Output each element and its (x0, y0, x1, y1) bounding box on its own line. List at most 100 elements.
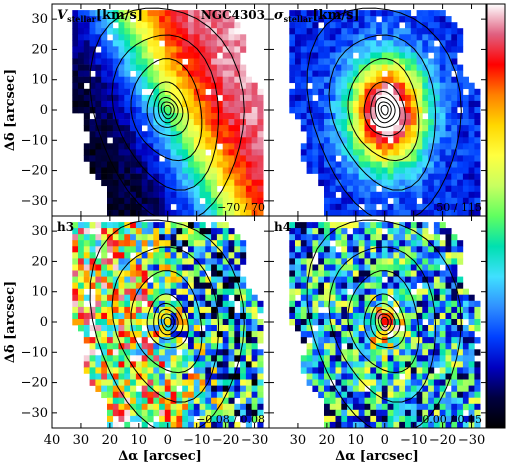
map-cell (112, 143, 119, 150)
map-cell (101, 119, 108, 126)
map-cell (170, 264, 177, 271)
map-cell (257, 367, 264, 374)
map-cell (95, 306, 102, 314)
map-cell (240, 137, 247, 144)
map-cell (130, 355, 137, 362)
map-cell (118, 270, 125, 277)
map-cell (147, 343, 154, 350)
map-cell (399, 16, 406, 23)
map-cell (387, 288, 394, 296)
map-cell (199, 228, 206, 235)
map-cell (199, 88, 206, 96)
map-cell (329, 52, 336, 59)
map-cell (439, 331, 446, 338)
map-cell (364, 409, 371, 417)
map-cell (245, 385, 252, 392)
map-cell (135, 191, 142, 199)
map-cell (318, 76, 325, 84)
map-cell (410, 234, 417, 241)
map-cell (89, 64, 96, 71)
map-cell (335, 379, 342, 386)
map-cell (118, 246, 125, 253)
map-cell (358, 161, 365, 168)
map-cell (101, 300, 108, 308)
map-cell (312, 40, 319, 47)
map-cell (376, 209, 383, 216)
map-cell (416, 403, 423, 411)
map-cell (433, 119, 440, 126)
map-cell (153, 167, 160, 174)
map-cell (141, 155, 148, 162)
map-cell (153, 282, 160, 289)
map-cell (107, 409, 114, 417)
map-cell (245, 113, 252, 120)
map-cell (153, 319, 160, 326)
map-cell (352, 82, 359, 90)
map-cell (410, 70, 417, 77)
map-cell (199, 137, 206, 144)
map-cell (205, 252, 212, 259)
map-cell (107, 246, 114, 253)
map-cell (341, 367, 348, 374)
map-cell (153, 379, 160, 386)
map-cell (176, 161, 183, 168)
map-cell (462, 391, 469, 399)
x-tick-label: 0 (381, 433, 389, 448)
map-cell (358, 10, 365, 17)
map-cell (341, 179, 348, 187)
map-cell (393, 367, 400, 374)
map-cell (393, 385, 400, 392)
map-cell (159, 421, 166, 428)
map-cell (141, 10, 148, 17)
map-cell (451, 379, 458, 386)
map-cell (182, 76, 189, 84)
map-cell (324, 349, 331, 356)
map-cell (170, 361, 177, 368)
map-cell (433, 173, 440, 180)
map-cell (358, 270, 365, 277)
map-cell (352, 125, 359, 132)
map-cell (211, 185, 218, 193)
map-cell (170, 319, 177, 326)
map-cell (352, 70, 359, 77)
map-cell (451, 234, 458, 241)
map-cell (176, 403, 183, 411)
map-cell (439, 325, 446, 332)
map-cell (300, 34, 307, 41)
map-cell (164, 137, 171, 144)
map-cell (295, 70, 302, 77)
map-cell (318, 10, 325, 17)
map-cell (335, 113, 342, 120)
map-cell (135, 70, 142, 77)
map-cell (370, 40, 377, 47)
map-cell (376, 222, 383, 229)
map-cell (245, 379, 252, 386)
map-cell (72, 270, 79, 277)
map-cell (329, 173, 336, 180)
map-cell (329, 143, 336, 150)
map-cell (153, 155, 160, 162)
map-cell (164, 197, 171, 205)
map-cell (78, 300, 85, 308)
map-cell (439, 52, 446, 59)
map-cell (405, 246, 412, 253)
map-cell (153, 222, 160, 229)
map-cell (347, 52, 354, 59)
map-cell (147, 94, 154, 102)
map-cell (83, 282, 90, 289)
map-cell (147, 191, 154, 199)
map-cell (234, 167, 241, 174)
map-cell (335, 325, 342, 332)
map-cell (462, 294, 469, 302)
map-cell (188, 373, 195, 380)
map-cell (211, 107, 218, 114)
map-cell (170, 222, 177, 229)
map-cell (393, 421, 400, 428)
map-cell (89, 373, 96, 380)
map-cell (83, 34, 90, 41)
map-cell (422, 22, 429, 29)
map-cell (89, 306, 96, 314)
map-cell (130, 385, 137, 392)
map-cell (222, 228, 229, 235)
map-cell (78, 270, 85, 277)
